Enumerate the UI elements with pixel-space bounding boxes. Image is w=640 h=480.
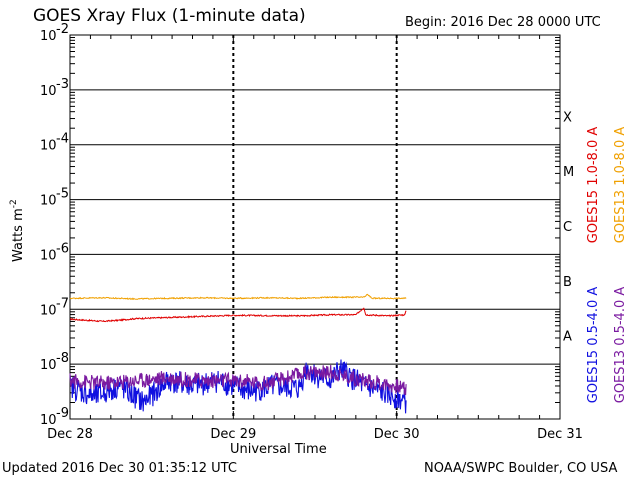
y-tick-base: 10 [40, 194, 57, 209]
series-legend-label: GOES15 0.5-4.0 A [586, 287, 601, 404]
begin-label: Begin: 2016 Dec 28 0000 UTC [405, 15, 601, 30]
flare-class-letter: X [563, 110, 572, 125]
y-tick-base: 10 [40, 29, 57, 44]
y-tick-exponent: -3 [56, 77, 69, 92]
y-tick-exponent: -5 [56, 187, 69, 202]
flare-class-letter: B [563, 275, 572, 290]
series-legend-label: GOES13 1.0-8.0 A [613, 127, 628, 244]
y-tick-label: 10 -3 [40, 77, 69, 99]
credit-label: NOAA/SWPC Boulder, CO USA [424, 461, 618, 476]
y-tick-label: 10 -5 [40, 187, 69, 209]
y-tick-exponent: -6 [56, 241, 69, 256]
flare-class-letter: C [563, 220, 572, 235]
series-line [69, 364, 407, 396]
y-tick-label: 10 -8 [40, 351, 69, 373]
x-tick-label: Dec 31 [537, 427, 583, 442]
y-tick-label: 10 -9 [40, 406, 69, 428]
series-legend-label: GOES13 0.5-4.0 A [613, 287, 628, 404]
y-tick-base: 10 [40, 248, 57, 263]
y-tick-label: 10 -4 [40, 132, 69, 154]
flare-class-letter: A [563, 330, 572, 345]
flare-class-letter: M [563, 165, 574, 180]
x-tick-label: Dec 28 [47, 427, 93, 442]
y-tick-exponent: -4 [56, 132, 69, 147]
y-tick-label: 10 -7 [40, 296, 69, 318]
y-tick-base: 10 [40, 84, 57, 99]
y-tick-base: 10 [40, 358, 57, 373]
y-tick-exponent: -9 [56, 406, 69, 421]
x-axis-label: Universal Time [230, 442, 327, 457]
x-tick-label: Dec 30 [374, 427, 420, 442]
plot-frame [69, 34, 561, 420]
series-line [69, 359, 407, 414]
chart-title: GOES Xray Flux (1-minute data) [33, 6, 306, 26]
y-axis-label: Watts m-2 [9, 199, 26, 262]
y-tick-base: 10 [40, 139, 57, 154]
y-tick-label: 10 -2 [40, 22, 69, 44]
y-tick-base: 10 [40, 413, 57, 428]
y-tick-exponent: -8 [56, 351, 69, 366]
y-axis-label-exponent: -2 [9, 199, 19, 208]
updated-timestamp: Updated 2016 Dec 30 01:35:12 UTC [2, 461, 237, 476]
y-tick-exponent: -2 [56, 22, 69, 37]
x-tick-label: Dec 29 [210, 427, 256, 442]
y-tick-exponent: -7 [56, 296, 69, 311]
series-line [69, 293, 407, 300]
series-legend-label: GOES15 1.0-8.0 A [586, 127, 601, 244]
y-tick-label: 10 -6 [40, 241, 69, 263]
y-tick-base: 10 [40, 303, 57, 318]
series-line [70, 307, 407, 323]
